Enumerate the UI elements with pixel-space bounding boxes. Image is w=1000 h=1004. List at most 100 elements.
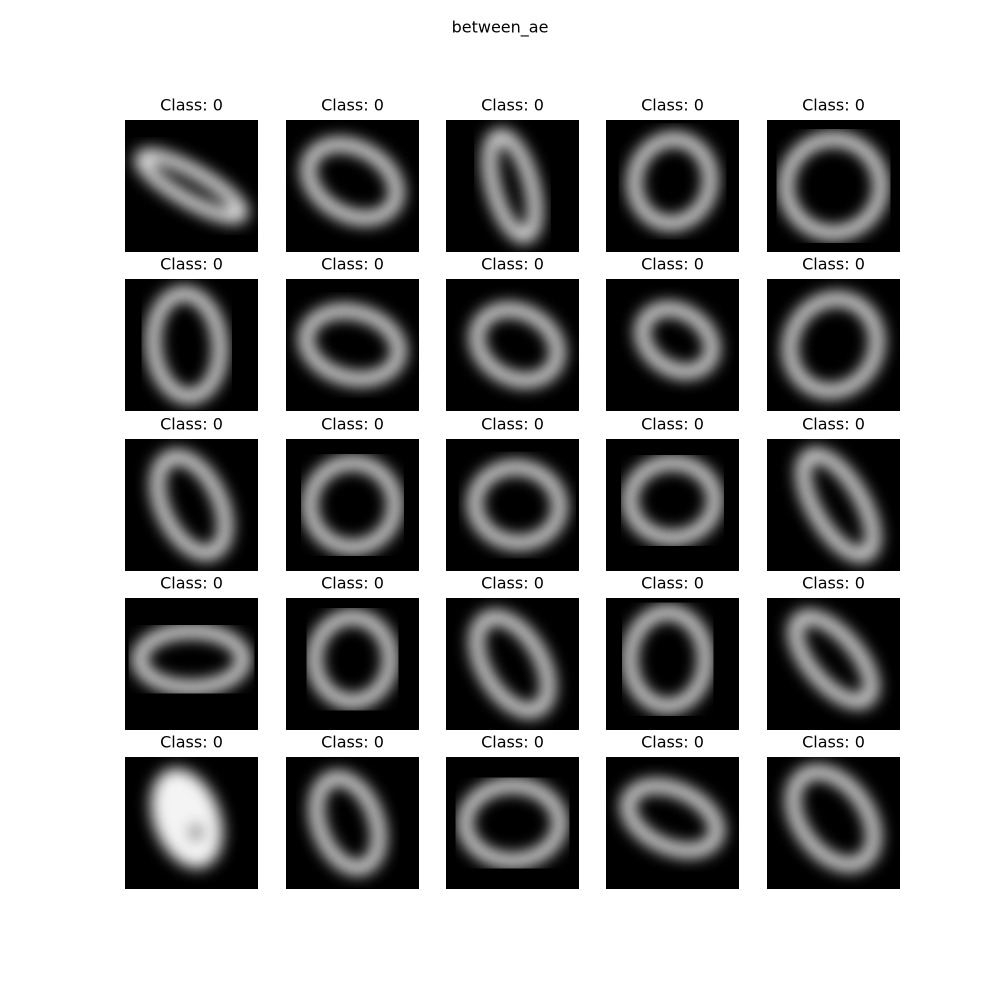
digit-image <box>125 598 258 730</box>
digit-image <box>606 439 739 571</box>
digit-image <box>286 757 419 889</box>
digit-stroke <box>621 779 724 858</box>
digit-stroke <box>134 148 249 224</box>
digit-stroke <box>301 137 404 225</box>
digit-stroke <box>303 455 402 555</box>
digit-image <box>767 279 900 411</box>
panel-title: Class: 0 <box>481 733 544 752</box>
digit-blur <box>299 304 406 386</box>
panel-title: Class: 0 <box>641 96 704 115</box>
digit-blur <box>309 771 386 875</box>
panel-title: Class: 0 <box>802 415 865 434</box>
digit-image <box>446 757 579 889</box>
image-background <box>767 598 900 730</box>
digit-stroke <box>623 605 713 714</box>
digit-stroke <box>469 610 556 718</box>
digit-loop <box>469 610 556 718</box>
panel-title: Class: 0 <box>160 733 223 752</box>
digit-stroke <box>458 778 567 868</box>
digit-blur <box>458 778 567 868</box>
panel-title: Class: 0 <box>321 96 384 115</box>
digit-blur <box>469 610 556 718</box>
panel-title: Class: 0 <box>321 574 384 593</box>
digit-blur <box>146 286 227 404</box>
panel-title: Class: 0 <box>160 96 223 115</box>
digit-image <box>446 439 579 571</box>
panel-title: Class: 0 <box>802 255 865 274</box>
panel-title: Class: 0 <box>481 255 544 274</box>
digit-blur <box>621 779 724 858</box>
digit-blur <box>788 610 879 709</box>
digit-stroke <box>783 292 884 398</box>
digit-image <box>767 598 900 730</box>
digit-stroke <box>307 610 398 709</box>
digit-loop <box>796 448 881 562</box>
digit-blur <box>786 765 881 872</box>
panel-title: Class: 0 <box>481 415 544 434</box>
digit-loop <box>635 301 720 379</box>
digit-blur <box>483 129 542 243</box>
digit-image <box>286 439 419 571</box>
digit-loop <box>301 137 404 225</box>
panel-title: Class: 0 <box>802 574 865 593</box>
figure-title: between_ae <box>452 18 549 38</box>
digit-image <box>606 598 739 730</box>
digit-blur <box>132 624 251 695</box>
panel-title: Class: 0 <box>160 574 223 593</box>
digit-loop <box>470 302 565 388</box>
digit-stroke <box>635 301 720 379</box>
digit-loop <box>309 771 386 875</box>
digit-blur <box>150 768 223 869</box>
digit-loop <box>623 455 722 545</box>
digit-image <box>767 439 900 571</box>
panel-title: Class: 0 <box>641 415 704 434</box>
panel-title: Class: 0 <box>802 96 865 115</box>
digit-blur <box>779 132 888 240</box>
digit-loop <box>788 610 879 709</box>
digit-blob <box>150 768 223 869</box>
panel-title: Class: 0 <box>321 733 384 752</box>
digit-loop <box>299 304 406 386</box>
image-background <box>125 598 258 730</box>
panel-title: Class: 0 <box>481 96 544 115</box>
digit-loop <box>779 132 888 240</box>
digit-image <box>446 279 579 411</box>
digit-stroke <box>467 460 567 550</box>
panel-title: Class: 0 <box>160 415 223 434</box>
digit-loop <box>307 610 398 709</box>
digit-image <box>606 279 739 411</box>
digit-loop <box>150 449 233 561</box>
digit-image <box>606 757 739 889</box>
digit-blur <box>134 148 249 224</box>
panel-title: Class: 0 <box>641 733 704 752</box>
digit-loop <box>783 292 884 398</box>
digit-stroke <box>146 286 227 404</box>
panel-title: Class: 0 <box>641 255 704 274</box>
digit-loop <box>483 129 542 243</box>
digit-blur <box>301 137 404 225</box>
digit-stroke <box>623 455 722 545</box>
digit-image <box>286 279 419 411</box>
digit-stroke <box>299 304 406 386</box>
digit-blur <box>796 448 881 562</box>
digit-stroke <box>788 610 879 709</box>
image-background <box>606 279 739 411</box>
digit-image <box>767 120 900 252</box>
panel-title: Class: 0 <box>641 574 704 593</box>
digit-loop <box>621 779 724 858</box>
digit-stroke <box>779 132 888 240</box>
digit-stroke <box>627 132 718 231</box>
digit-image <box>767 757 900 889</box>
digit-image <box>286 120 419 252</box>
digit-loop <box>623 605 713 714</box>
digit-loop <box>146 286 227 404</box>
digit-image <box>125 279 258 411</box>
digit-loop <box>134 148 249 224</box>
digit-loop <box>627 132 718 231</box>
panel-title: Class: 0 <box>321 255 384 274</box>
digit-stroke <box>483 129 542 243</box>
digit-stroke <box>150 449 233 561</box>
digit-blur <box>470 302 565 388</box>
digit-blur <box>307 610 398 709</box>
